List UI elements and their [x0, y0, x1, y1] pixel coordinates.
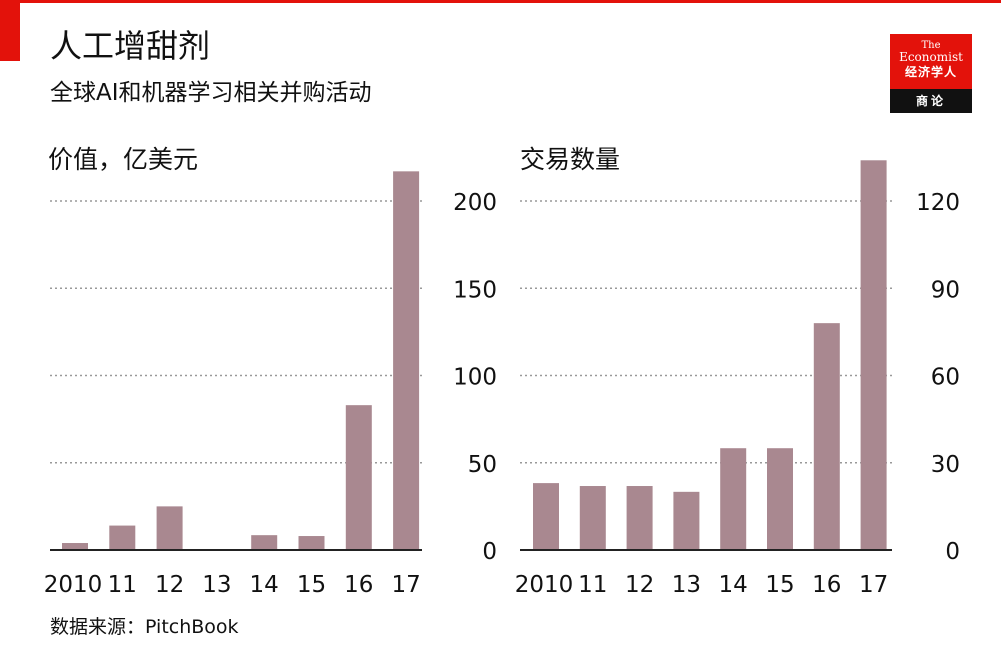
y-tick-label: 120 — [916, 190, 960, 216]
bar — [813, 323, 840, 550]
chart-subtitle: 全球AI和机器学习相关并购活动 — [50, 80, 372, 106]
x-tick-label: 2010 — [44, 572, 103, 598]
y-tick-label: 90 — [931, 277, 960, 303]
bar — [393, 171, 420, 550]
bar — [251, 535, 278, 550]
x-tick-label: 14 — [719, 572, 748, 598]
logo-red-block: The Economist 经济学人 — [890, 34, 972, 89]
x-tick-label: 11 — [578, 572, 607, 598]
source-note: 数据来源：PitchBook — [50, 616, 239, 638]
bar — [626, 486, 653, 550]
value-bar-chart: 0 50 100 150 200 2010 11 12 13 14 15 16 17 — [44, 171, 497, 598]
y-tick-label: 30 — [931, 452, 960, 478]
bar — [156, 506, 183, 550]
count-bar-chart: 0 30 60 90 120 2010 11 12 13 14 15 16 17 — [515, 160, 960, 598]
red-tab — [0, 0, 20, 61]
y-tick-label: 50 — [468, 452, 497, 478]
logo-cn-name: 经济学人 — [904, 65, 957, 79]
logo-section: 商论 — [890, 89, 972, 113]
bar — [533, 483, 559, 550]
economist-logo: The Economist 经济学人 商论 — [890, 34, 972, 113]
bar — [860, 160, 887, 550]
bar — [298, 536, 325, 550]
bar — [109, 525, 136, 550]
bar — [579, 486, 606, 550]
bar — [345, 405, 372, 550]
y-tick-label: 0 — [482, 539, 497, 565]
x-tick-label: 17 — [859, 572, 888, 598]
x-tick-label: 13 — [672, 572, 701, 598]
logo-the: The — [921, 40, 941, 51]
bar — [720, 448, 747, 550]
y-tick-label: 60 — [931, 365, 960, 391]
x-tick-label: 14 — [250, 572, 279, 598]
x-tick-label: 16 — [344, 572, 373, 598]
right-panel-title: 交易数量 — [520, 145, 621, 174]
x-tick-label: 11 — [108, 572, 137, 598]
x-tick-label: 17 — [391, 572, 420, 598]
y-tick-label: 200 — [453, 190, 497, 216]
bar — [767, 448, 793, 550]
bar — [673, 491, 700, 550]
top-rule — [0, 0, 1001, 3]
x-tick-label: 15 — [765, 572, 794, 598]
x-tick-label: 16 — [812, 572, 841, 598]
chart-title: 人工增甜剂 — [50, 27, 211, 65]
x-tick-label: 15 — [297, 572, 326, 598]
x-tick-label: 2010 — [515, 572, 574, 598]
logo-economist: Economist — [899, 50, 963, 64]
x-tick-label: 12 — [625, 572, 654, 598]
y-tick-label: 150 — [453, 277, 497, 303]
y-tick-label: 0 — [945, 539, 960, 565]
y-tick-label: 100 — [453, 365, 497, 391]
x-tick-label: 13 — [202, 572, 231, 598]
bar — [62, 543, 88, 550]
x-tick-label: 12 — [155, 572, 184, 598]
left-panel-title: 价值，亿美元 — [48, 145, 199, 174]
